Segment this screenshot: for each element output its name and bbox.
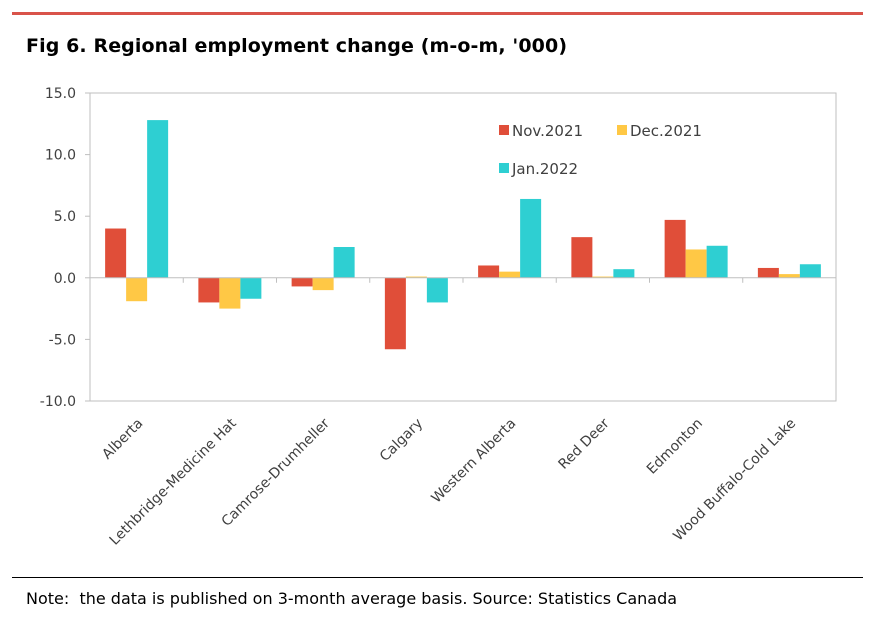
bar-jan-2022: [426, 277, 448, 303]
bar-nov-2021: [105, 228, 127, 278]
top-rule: [12, 12, 863, 15]
bar-jan-2022: [333, 247, 355, 278]
legend-swatch: [617, 125, 627, 135]
y-tick-label: 5.0: [54, 209, 76, 225]
bar-dec-2021: [312, 277, 334, 291]
bar-dec-2021: [219, 277, 241, 309]
x-category-label: Red Deer: [556, 415, 613, 472]
bar-nov-2021: [571, 237, 593, 278]
y-axis-ticks: 15.0 10.0 5.0 0.0 -5.0 -10.0: [40, 86, 90, 410]
x-category-label: Edmonton: [644, 416, 706, 478]
y-tick-label: 10.0: [45, 148, 76, 164]
legend-swatch: [499, 163, 509, 173]
y-tick-label: 15.0: [45, 86, 76, 102]
chart-title: Fig 6. Regional employment change (m-o-m…: [26, 35, 568, 57]
x-category-label: Alberta: [99, 416, 146, 463]
plot-area-border: [89, 92, 837, 402]
legend-label: Dec.2021: [630, 122, 702, 140]
bar-jan-2022: [520, 198, 542, 278]
source-note: Note: the data is published on 3-month a…: [26, 589, 678, 608]
bar-dec-2021: [405, 276, 427, 278]
axes: [89, 92, 837, 402]
bottom-rule: [12, 577, 863, 578]
bar-nov-2021: [757, 267, 779, 278]
bar-dec-2021: [778, 274, 800, 278]
y-tick-label: -10.0: [40, 394, 76, 410]
legend-label: Jan.2022: [511, 160, 578, 178]
x-category-label: Calgary: [377, 416, 426, 465]
bar-dec-2021: [592, 276, 614, 278]
bar-dec-2021: [685, 249, 707, 278]
legend-label: Nov.2021: [512, 122, 583, 140]
legend: Nov.2021 Dec.2021 Jan.2022: [499, 122, 702, 178]
bar-dec-2021: [499, 271, 521, 278]
bar-jan-2022: [240, 277, 262, 299]
bar-dec-2021: [126, 277, 148, 302]
bar-nov-2021: [291, 277, 313, 287]
y-tick-label: 0.0: [54, 271, 76, 287]
bar-nov-2021: [198, 277, 220, 303]
bars: [105, 120, 821, 350]
y-tick-label: -5.0: [49, 332, 76, 348]
bar-jan-2022: [799, 264, 821, 278]
bar-nov-2021: [478, 265, 500, 278]
bar-jan-2022: [147, 120, 169, 278]
bar-nov-2021: [664, 219, 686, 278]
bar-chart: 15.0 10.0 5.0 0.0 -5.0 -10.0 AlbertaLethbridg…: [40, 86, 837, 549]
bar-jan-2022: [706, 245, 728, 278]
bar-nov-2021: [384, 277, 406, 350]
bar-jan-2022: [613, 269, 635, 278]
x-category-label: Western Alberta: [428, 416, 519, 507]
legend-swatch: [499, 125, 509, 135]
x-category-label: Camrose-Drumheller: [219, 415, 333, 529]
